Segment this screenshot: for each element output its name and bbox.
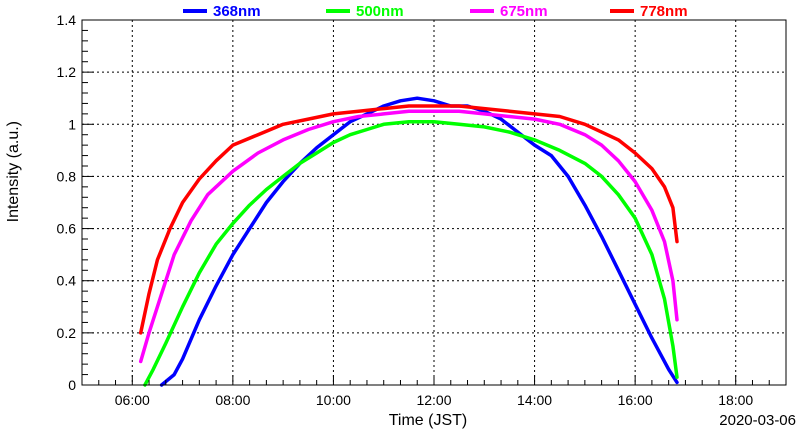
- y-tick-label: 0: [68, 377, 76, 393]
- x-tick-label: 16:00: [618, 392, 653, 408]
- y-axis-title: Intensity (a.u.): [5, 121, 22, 222]
- x-tick-label: 06:00: [115, 392, 150, 408]
- series-line-500nm: [143, 119, 679, 387]
- y-tick-label: 1.4: [57, 12, 77, 28]
- series-line-778nm: [138, 104, 679, 335]
- series-group: [138, 96, 679, 387]
- date-label: 2020-03-06: [719, 412, 796, 429]
- y-tick-label: 1: [68, 116, 76, 132]
- y-tick-label: 0.2: [57, 325, 77, 341]
- legend: 368nm 500nm 675nm 778nm: [183, 3, 688, 20]
- ticks: 06:00 08:00 10:00 12:00 14:00 16:00 18:00 0 0.2 0…: [57, 12, 787, 408]
- legend-label-675nm: 675nm: [500, 3, 548, 20]
- x-tick-label: 12:00: [416, 392, 451, 408]
- y-tick-label: 0.8: [57, 168, 77, 184]
- x-tick-label: 18:00: [718, 392, 753, 408]
- y-tick-label: 1.2: [57, 64, 77, 80]
- y-tick-label: 0.6: [57, 221, 77, 237]
- x-tick-label: 10:00: [316, 392, 351, 408]
- legend-label-368nm: 368nm: [213, 3, 261, 20]
- series-line-368nm: [159, 96, 679, 387]
- series-line-675nm: [138, 109, 679, 364]
- legend-label-778nm: 778nm: [640, 3, 688, 20]
- x-tick-label: 14:00: [517, 392, 552, 408]
- x-axis-title: Time (JST): [389, 412, 468, 429]
- y-tick-label: 0.4: [57, 273, 77, 289]
- legend-label-500nm: 500nm: [356, 3, 404, 20]
- x-tick-label: 08:00: [215, 392, 250, 408]
